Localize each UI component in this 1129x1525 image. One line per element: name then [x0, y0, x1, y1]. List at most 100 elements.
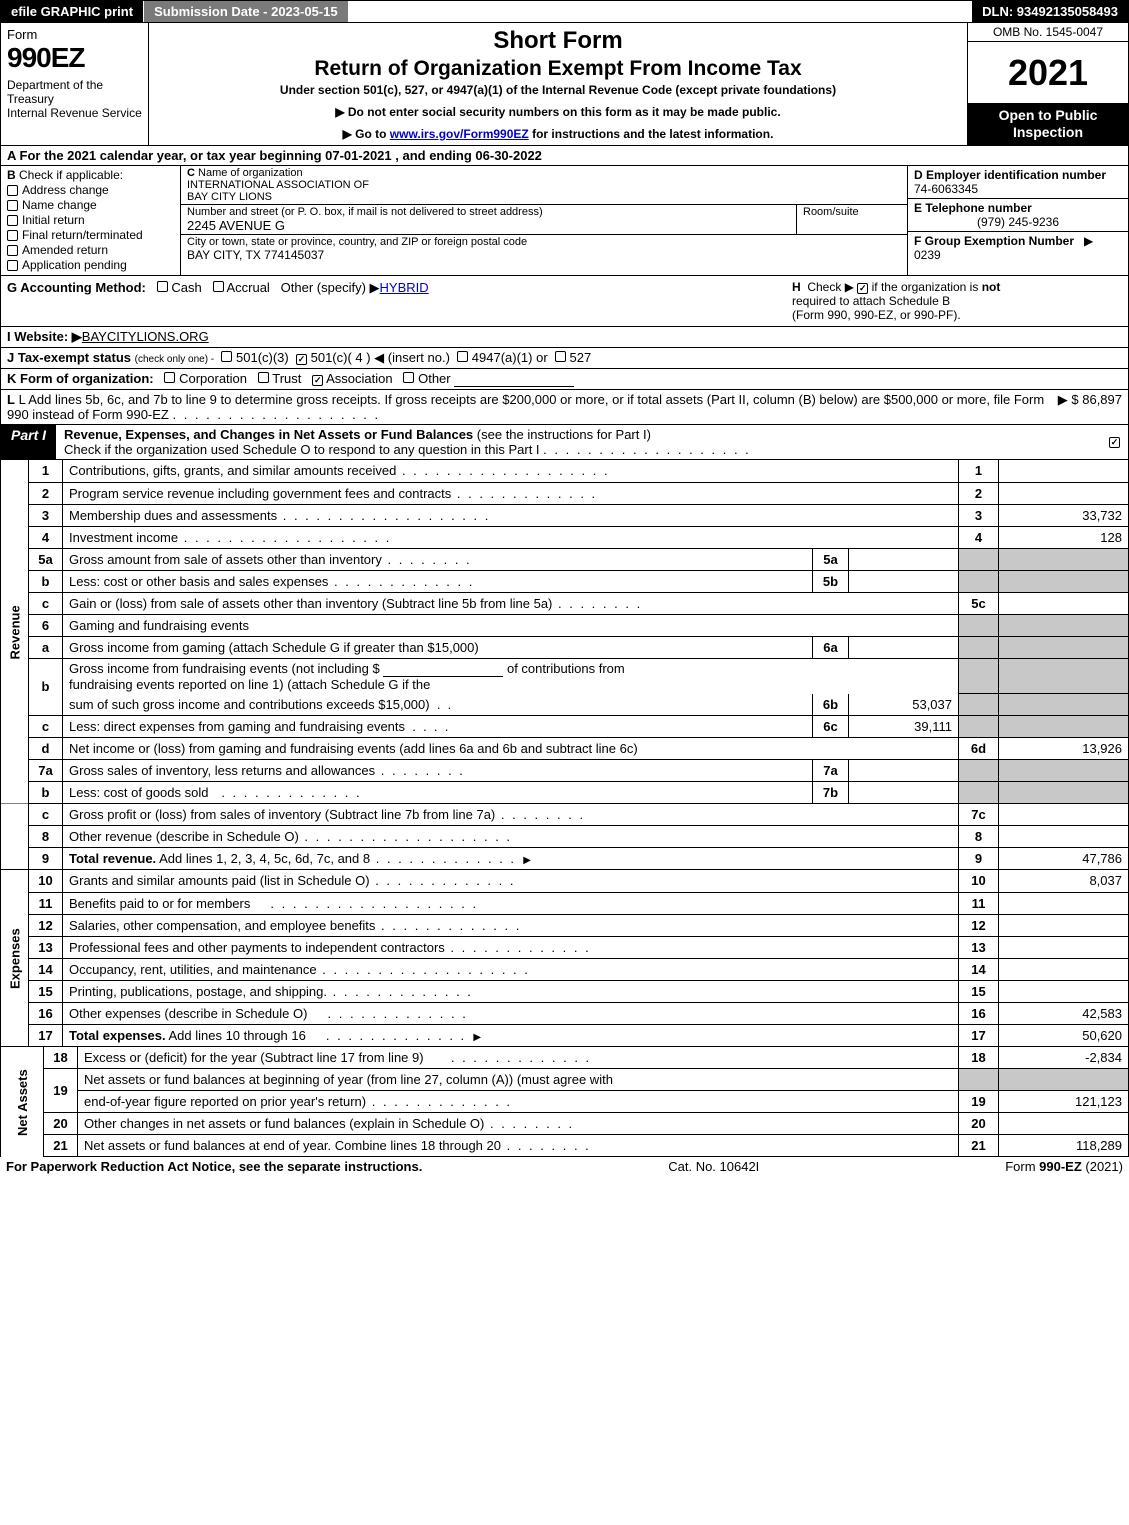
- row-k-org-form: K Form of organization: Corporation Trus…: [0, 369, 1129, 390]
- cb-accrual[interactable]: [213, 281, 224, 292]
- accounting-other-value: HYBRID: [380, 280, 429, 295]
- submission-date-badge: Submission Date - 2023-05-15: [144, 1, 349, 22]
- line-6b: b Gross income from fundraising events (…: [1, 658, 1129, 694]
- line-17: 17 Total expenses. Add lines 10 through …: [1, 1024, 1129, 1046]
- c-street-row: Number and street (or P. O. box, if mail…: [181, 205, 797, 234]
- line-1: Revenue 1 Contributions, gifts, grants, …: [1, 460, 1129, 482]
- form-id-block: Form 990EZ Department of the Treasury In…: [1, 23, 149, 145]
- cb-trust[interactable]: [258, 372, 269, 383]
- cb-corporation[interactable]: [164, 372, 175, 383]
- line-7c: c Gross profit or (loss) from sales of i…: [1, 804, 1129, 826]
- page-footer: For Paperwork Reduction Act Notice, see …: [0, 1157, 1129, 1176]
- cb-527[interactable]: [555, 351, 566, 362]
- form-label: Form: [7, 27, 142, 42]
- top-bar: efile GRAPHIC print Submission Date - 20…: [0, 0, 1129, 23]
- c-name-row: C Name of organization INTERNATIONAL ASS…: [181, 166, 907, 205]
- line-15: 15 Printing, publications, postage, and …: [1, 980, 1129, 1002]
- line-5a: 5a Gross amount from sale of assets othe…: [1, 548, 1129, 570]
- line-a-period: A For the 2021 calendar year, or tax yea…: [0, 146, 1129, 166]
- netassets-side-label: Net Assets: [1, 1047, 44, 1157]
- line-21: 21 Net assets or fund balances at end of…: [1, 1135, 1129, 1157]
- row-j-tax-status: J Tax-exempt status (check only one) - 5…: [0, 348, 1129, 369]
- footer-form: Form 990-EZ (2021): [1005, 1159, 1123, 1174]
- cb-4947a1[interactable]: [457, 351, 468, 362]
- cb-association[interactable]: ✓: [312, 375, 323, 386]
- line-14: 14 Occupancy, rent, utilities, and maint…: [1, 958, 1129, 980]
- omb-number: OMB No. 1545-0047: [968, 23, 1128, 42]
- d-ein: D Employer identification number 74-6063…: [908, 166, 1128, 199]
- open-to-public-badge: Open to Public Inspection: [968, 103, 1128, 145]
- section-bcdef: B Check if applicable: Address change Na…: [0, 166, 1129, 276]
- title-short: Short Form: [155, 27, 961, 55]
- cb-501c4[interactable]: ✓: [296, 354, 307, 365]
- c-city-row: City or town, state or province, country…: [181, 235, 907, 263]
- cb-initial-return[interactable]: Initial return: [7, 213, 174, 227]
- f-group-exemption: F Group Exemption Number ▶ 0239: [908, 232, 1128, 264]
- line-5c: c Gain or (loss) from sale of assets oth…: [1, 592, 1129, 614]
- cb-501c3[interactable]: [221, 351, 232, 362]
- netassets-table: Net Assets 18 Excess or (deficit) for th…: [0, 1047, 1129, 1158]
- cb-application-pending[interactable]: Application pending: [7, 258, 174, 272]
- dln-badge: DLN: 93492135058493: [972, 1, 1128, 22]
- note-instructions: ▶ Go to www.irs.gov/Form990EZ for instru…: [155, 127, 961, 141]
- b-header: B Check if applicable:: [7, 168, 174, 182]
- part1-badge: Part I: [1, 425, 56, 459]
- phone-value: (979) 245-9236: [914, 215, 1122, 229]
- expenses-table: Expenses 10 Grants and similar amounts p…: [0, 870, 1129, 1047]
- irs-instructions-link[interactable]: www.irs.gov/Form990EZ: [390, 127, 529, 141]
- cb-address-change[interactable]: Address change: [7, 183, 174, 197]
- row-l-gross-receipts: L L Add lines 5b, 6c, and 7b to line 9 t…: [0, 390, 1129, 425]
- line-6d: d Net income or (loss) from gaming and f…: [1, 738, 1129, 760]
- note-ssn: ▶ Do not enter social security numbers o…: [155, 105, 961, 119]
- cb-amended-return[interactable]: Amended return: [7, 243, 174, 257]
- line-11: 11 Benefits paid to or for members 11: [1, 892, 1129, 914]
- line-20: 20 Other changes in net assets or fund b…: [1, 1113, 1129, 1135]
- part1-title: Revenue, Expenses, and Changes in Net As…: [56, 425, 1101, 459]
- cb-h-checked[interactable]: ✓: [857, 283, 868, 294]
- title-sub: Under section 501(c), 527, or 4947(a)(1)…: [155, 83, 961, 97]
- website-value[interactable]: BAYCITYLIONS.ORG: [82, 329, 209, 344]
- line-16: 16 Other expenses (describe in Schedule …: [1, 1002, 1129, 1024]
- cb-other[interactable]: [403, 372, 414, 383]
- title-main: Return of Organization Exempt From Incom…: [155, 57, 961, 81]
- col-def: D Employer identification number 74-6063…: [908, 166, 1128, 275]
- org-city: BAY CITY, TX 774145037: [187, 248, 901, 262]
- line-6a: a Gross income from gaming (attach Sched…: [1, 636, 1129, 658]
- line-6b-cont: sum of such gross income and contributio…: [1, 694, 1129, 716]
- efile-print-button[interactable]: efile GRAPHIC print: [1, 1, 144, 22]
- line-10: Expenses 10 Grants and similar amounts p…: [1, 870, 1129, 892]
- note2-post: for instructions and the latest informat…: [529, 127, 774, 141]
- department-label: Department of the Treasury Internal Reve…: [7, 78, 142, 120]
- expenses-side-label: Expenses: [1, 870, 29, 1046]
- org-name: INTERNATIONAL ASSOCIATION OF BAY CITY LI…: [187, 179, 901, 203]
- row-g-h: G Accounting Method: Cash Accrual Other …: [0, 276, 1129, 327]
- cb-name-change[interactable]: Name change: [7, 198, 174, 212]
- line-6: 6 Gaming and fundraising events: [1, 614, 1129, 636]
- line-3: 3 Membership dues and assessments 3 33,7…: [1, 504, 1129, 526]
- cb-final-return[interactable]: Final return/terminated: [7, 228, 174, 242]
- row-i-website: I Website: ▶BAYCITYLIONS.ORG: [0, 327, 1129, 348]
- header-right: OMB No. 1545-0047 2021 Open to Public In…: [968, 23, 1128, 145]
- e-phone: E Telephone number (979) 245-9236: [908, 199, 1128, 232]
- form-header: Form 990EZ Department of the Treasury In…: [0, 23, 1129, 146]
- g-accounting-method: G Accounting Method: Cash Accrual Other …: [7, 280, 752, 322]
- cb-cash[interactable]: [157, 281, 168, 292]
- line-7b: b Less: cost of goods sold 7b: [1, 782, 1129, 804]
- part1-table: Revenue 1 Contributions, gifts, grants, …: [0, 460, 1129, 870]
- line-4: 4 Investment income 4 128: [1, 526, 1129, 548]
- note2-pre: ▶ Go to: [343, 127, 390, 141]
- line-5b: b Less: cost or other basis and sales ex…: [1, 570, 1129, 592]
- l-text: L L Add lines 5b, 6c, and 7b to line 9 t…: [7, 392, 1058, 422]
- ein-value: 74-6063345: [914, 182, 1122, 196]
- top-left: efile GRAPHIC print Submission Date - 20…: [1, 1, 349, 22]
- line-18: Net Assets 18 Excess or (deficit) for th…: [1, 1047, 1129, 1069]
- line-8: 8 Other revenue (describe in Schedule O)…: [1, 826, 1129, 848]
- part1-sched-o-check[interactable]: ✓: [1101, 425, 1128, 459]
- line-19b: end-of-year figure reported on prior yea…: [1, 1091, 1129, 1113]
- col-c-address: C Name of organization INTERNATIONAL ASS…: [181, 166, 908, 275]
- form-title-block: Short Form Return of Organization Exempt…: [149, 23, 968, 145]
- h-schedule-b: H Check ▶ ✓ if the organization is not r…: [792, 280, 1122, 322]
- line-19a: 19 Net assets or fund balances at beginn…: [1, 1069, 1129, 1091]
- line-6c: c Less: direct expenses from gaming and …: [1, 716, 1129, 738]
- form-number: 990EZ: [7, 42, 142, 74]
